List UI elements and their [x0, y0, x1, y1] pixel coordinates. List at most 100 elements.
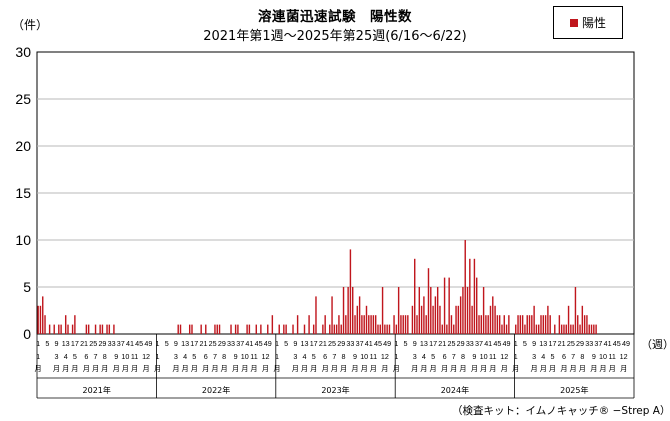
x-month-number: 10: [121, 352, 129, 361]
x-week-label: 1: [514, 339, 518, 348]
bar: [292, 324, 294, 334]
legend: 陽性: [553, 6, 623, 39]
bar: [498, 315, 501, 334]
bar: [303, 324, 306, 334]
x-month-suffix: 月: [620, 364, 627, 373]
x-month-number: 6: [562, 352, 566, 361]
x-week-label: 1: [394, 339, 398, 348]
chart-subtitle: 2021年第1週～2025年第25週(6/16～6/22): [203, 29, 467, 44]
bar: [64, 315, 67, 334]
bar: [402, 315, 404, 334]
bar: [544, 315, 547, 334]
x-month-number: 3: [174, 352, 178, 361]
x-month-suffix: 月: [393, 364, 400, 373]
x-month-number: 10: [360, 352, 368, 361]
x-month-suffix: 月: [53, 364, 60, 373]
x-month-number: 11: [489, 352, 496, 361]
x-month-suffix: 月: [531, 364, 538, 373]
bar: [593, 324, 595, 334]
bar: [177, 324, 179, 334]
x-month-number: 3: [413, 352, 417, 361]
x-month-number: 3: [532, 352, 536, 361]
bar: [356, 305, 359, 334]
bar: [393, 315, 395, 334]
bar: [352, 287, 354, 334]
x-week-label: 41: [245, 339, 253, 348]
x-week-label: 33: [108, 339, 116, 348]
x-year-label: 2023年: [321, 385, 349, 395]
x-year-label: 2022年: [202, 385, 230, 395]
bar: [492, 296, 494, 334]
bar: [60, 324, 62, 334]
bar: [331, 296, 333, 334]
x-month-number: 12: [620, 352, 628, 361]
x-week-label: 41: [365, 339, 373, 348]
x-month-suffix: 月: [221, 364, 228, 373]
x-week-label: 21: [438, 339, 446, 348]
bar: [579, 324, 581, 334]
bar: [423, 296, 425, 334]
x-month-number: 12: [142, 352, 150, 361]
x-week-label: 33: [466, 339, 474, 348]
bar: [407, 315, 409, 334]
bar: [379, 324, 381, 334]
bar: [191, 324, 193, 334]
x-week-label: 5: [165, 339, 169, 348]
x-week-label: 33: [227, 339, 235, 348]
x-month-number: 3: [55, 352, 59, 361]
x-week-label: 29: [576, 339, 584, 348]
bar: [473, 258, 476, 334]
bar: [414, 258, 416, 334]
x-week-label: 5: [45, 339, 49, 348]
bar: [565, 324, 567, 334]
x-month-number: 10: [599, 352, 607, 361]
bar: [397, 287, 400, 334]
grid-layer: [37, 98, 634, 288]
x-month-suffix: 月: [273, 364, 280, 373]
bar: [455, 305, 457, 334]
bar: [521, 315, 524, 334]
legend-swatch: [569, 18, 578, 27]
bar: [517, 315, 519, 334]
bar: [324, 315, 326, 334]
x-month-suffix: 月: [351, 364, 358, 373]
x-month-suffix: 月: [113, 364, 120, 373]
bar: [342, 287, 345, 334]
bar: [549, 315, 551, 334]
x-month-number: 6: [323, 352, 327, 361]
x-month-number: 8: [222, 352, 226, 361]
x-month-number: 11: [608, 352, 615, 361]
bar: [480, 315, 483, 334]
bar: [558, 315, 561, 334]
x-week-label: 29: [457, 339, 465, 348]
x-month-number: 7: [94, 352, 98, 361]
bar: [94, 324, 97, 334]
x-month-number: 5: [312, 352, 316, 361]
bar: [384, 324, 386, 334]
x-week-label: 9: [174, 339, 178, 348]
x-week-label: 49: [264, 339, 272, 348]
x-month-number: 11: [131, 352, 138, 361]
bar: [540, 315, 542, 334]
x-month-number: 4: [183, 352, 187, 361]
bar: [358, 296, 361, 334]
bar: [425, 315, 427, 334]
x-month-suffix: 月: [489, 364, 496, 373]
bar: [515, 324, 517, 334]
bar: [374, 315, 377, 334]
bar: [503, 315, 505, 334]
x-week-label: 17: [429, 339, 437, 348]
bar: [432, 305, 434, 334]
x-month-suffix: 月: [429, 364, 436, 373]
x-week-label: 9: [55, 339, 59, 348]
bar: [179, 324, 182, 334]
bar: [368, 315, 370, 334]
x-month-number: 5: [73, 352, 77, 361]
bar: [218, 324, 221, 334]
x-month-suffix: 月: [512, 364, 519, 373]
x-month-number: 11: [250, 352, 257, 361]
bar: [526, 315, 528, 334]
bar: [349, 249, 352, 334]
x-month-number: 8: [103, 352, 107, 361]
bar: [205, 324, 207, 334]
